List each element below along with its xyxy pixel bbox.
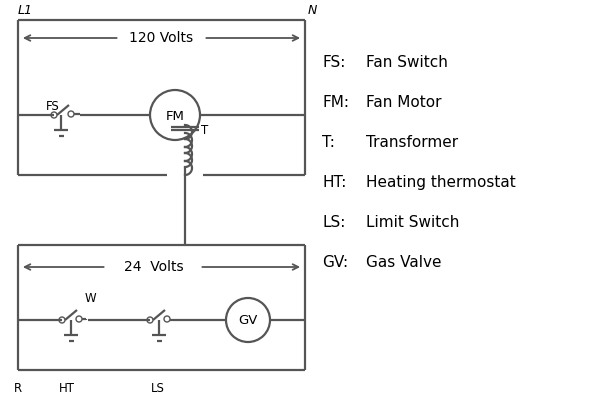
Text: T: T [201, 124, 208, 136]
Text: GV:: GV: [322, 255, 348, 270]
Text: HT:: HT: [322, 175, 346, 190]
Text: 24  Volts: 24 Volts [124, 260, 183, 274]
Text: GV: GV [238, 314, 258, 328]
Text: W: W [84, 292, 96, 305]
Text: Heating thermostat: Heating thermostat [366, 175, 516, 190]
Text: Gas Valve: Gas Valve [366, 255, 441, 270]
Text: N: N [308, 4, 317, 17]
Text: Transformer: Transformer [366, 135, 458, 150]
Text: FS: FS [46, 100, 60, 113]
Text: T:: T: [322, 135, 335, 150]
Text: HT: HT [59, 382, 75, 395]
Text: R: R [14, 382, 22, 395]
Text: FM:: FM: [322, 95, 349, 110]
Text: 120 Volts: 120 Volts [129, 31, 194, 45]
Text: LS:: LS: [322, 215, 345, 230]
Text: Limit Switch: Limit Switch [366, 215, 460, 230]
Text: LS: LS [151, 382, 165, 395]
Text: Fan Motor: Fan Motor [366, 95, 441, 110]
Text: Fan Switch: Fan Switch [366, 55, 448, 70]
Text: FM: FM [166, 110, 185, 122]
Text: FS:: FS: [322, 55, 345, 70]
Text: L1: L1 [18, 4, 33, 17]
